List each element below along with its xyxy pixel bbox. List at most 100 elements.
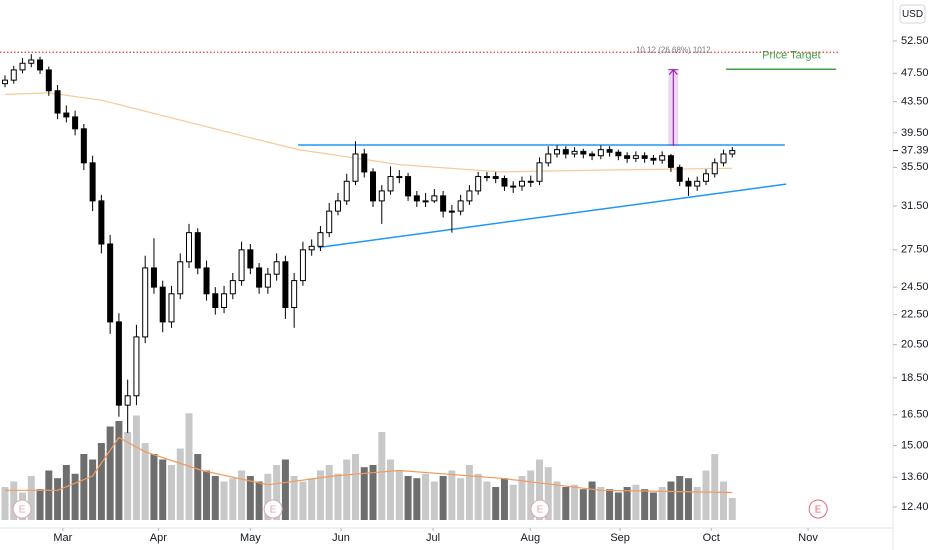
candle-body [229,280,236,295]
volume-bar [316,470,324,520]
candle-body [186,232,193,263]
volume-bar [132,415,140,520]
volume-bar [273,465,281,520]
volume-bar [203,470,211,520]
volume-bar [457,478,465,520]
candle-body [194,232,201,269]
volume-bar [430,481,438,520]
candle-body [107,243,114,323]
x-tick-label: Mar [53,532,72,544]
candle-body [615,151,622,157]
volume-bar [474,473,482,520]
volume-bar [728,498,736,520]
candle-body [352,153,359,182]
volume-bar [614,492,622,520]
x-tick-label: May [240,532,261,544]
candle-body [159,286,166,323]
volume-bar [518,476,526,520]
candle-body [273,261,280,275]
candle-body [299,249,306,282]
volume-bar [571,484,579,520]
currency-label[interactable]: USD [902,9,923,20]
candle-body [589,153,596,157]
candle-body [378,190,385,202]
candle-body [571,150,578,155]
candle-body [221,293,228,309]
volume-bar [36,489,44,520]
candle-body [343,180,350,202]
volume-bar [238,470,246,520]
volume-bar [413,478,421,520]
volume-bar [176,448,184,520]
volume-bar [351,454,359,520]
currency-box[interactable] [899,4,926,24]
candle-body [45,69,52,92]
candle-body [536,162,543,182]
volume-bar [562,487,570,520]
candle-body [580,150,587,155]
candle-body [685,180,692,187]
candle-body [676,166,683,182]
candle-body [256,267,263,288]
candle-body [150,267,157,288]
volume-bar [141,443,149,520]
x-tick-label: Jun [332,532,350,544]
y-tick-label: 20.50 [901,339,929,351]
candle-body [177,261,184,295]
volume-bar [290,476,298,520]
candle-body [694,180,701,187]
candle-body [308,245,315,251]
candle-body [334,200,341,212]
volume-bar [395,470,403,520]
candle-body [124,395,131,406]
candle-body [89,162,96,202]
volume-bar [281,459,289,520]
candle-body [203,267,210,295]
volume-bar [439,476,447,520]
candle-body [264,273,271,288]
y-tick-label: 12.40 [901,501,929,513]
y-tick-label: 13.60 [901,471,929,483]
volume-bar [229,478,237,520]
candle-body [282,261,289,309]
y-tick-label: 43.50 [901,96,929,108]
candle-body [142,267,149,338]
volume-bar [500,478,508,520]
candle-body [554,149,561,155]
volume-bar [588,481,596,520]
x-tick-label: Oct [703,532,720,544]
candle-body [72,116,79,130]
y-tick-label: 47.50 [901,67,929,79]
candle-body [720,153,727,164]
volume-bar [676,476,684,520]
candle-body [37,59,44,71]
candle-body [510,185,517,188]
candle-body [702,173,709,182]
event-marker [12,499,32,519]
candle-body [326,210,333,234]
candle-body [168,293,175,323]
y-tick-label: 35.50 [901,161,929,173]
candle-body [518,180,525,187]
candle-body [317,232,324,247]
candle-body [291,280,298,309]
candle-body [54,90,61,114]
volume-bar [211,476,219,520]
volume-bar [97,443,105,520]
volume-bar [89,459,97,520]
event-label: E [19,505,26,516]
last-price-box [899,143,932,158]
volume-bar [325,465,333,520]
y-tick-label: 31.50 [901,200,929,212]
candle-body [387,176,394,192]
y-tick-label: 22.50 [901,309,929,321]
event-marker [263,499,283,519]
volume-bar [448,470,456,520]
volume-bar [62,465,70,520]
volume-bar [360,467,368,520]
volume-bar [422,473,430,520]
candle-body [624,155,631,159]
candle-body [19,62,26,71]
candle-body [1,79,8,85]
candle-body [448,210,455,213]
